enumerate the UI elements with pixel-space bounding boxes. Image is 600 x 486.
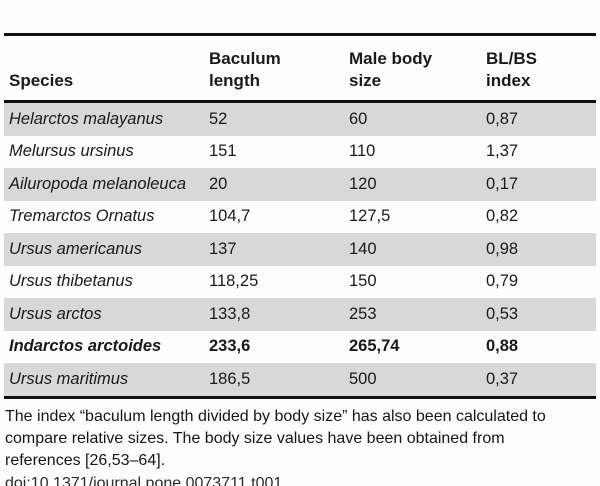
bl-bs-index-cell: 0,82 — [486, 207, 519, 226]
bl-bs-index-cell: 0,87 — [486, 109, 519, 128]
bl-bs-index-cell: 0,79 — [486, 272, 519, 291]
male-body-size-cell: 110 — [349, 142, 376, 161]
bl-bs-index-cell: 0,53 — [486, 304, 519, 323]
male-body-size-cell: 60 — [349, 109, 368, 128]
doi-line: doi:10.1371/journal.pone.0073711.t001 — [5, 474, 283, 486]
table-footnote: The index “baculum length divided by bod… — [5, 407, 546, 469]
table-row: Tremarctos Ornatus 104,7 127,5 0,82 — [4, 201, 596, 234]
table-header-row: Species Baculum length Male body size BL… — [4, 33, 596, 103]
bl-bs-index-cell: 0,17 — [486, 174, 519, 193]
species-cell: Indarctos arctoides — [9, 337, 162, 356]
table-row: Ursus maritimus 186,5 500 0,37 — [4, 363, 596, 396]
species-cell: Melursus ursinus — [9, 142, 134, 161]
baculum-length-cell: 233,6 — [209, 337, 251, 356]
species-cell: Ursus americanus — [9, 239, 142, 258]
bl-bs-index-cell: 0,37 — [486, 369, 519, 388]
male-body-size-cell: 500 — [349, 369, 377, 388]
table-row: Ailuropoda melanoleuca 20 120 0,17 — [4, 168, 596, 201]
male-body-size-cell: 150 — [349, 272, 377, 291]
table-row: Ursus arctos 133,8 253 0,53 — [4, 298, 596, 331]
male-body-size-cell: 140 — [349, 239, 377, 258]
table-row: Melursus ursinus 151 110 1,37 — [4, 136, 596, 169]
table-row-highlighted: Indarctos arctoides 233,6 265,74 0,88 — [4, 331, 596, 364]
baculum-length-cell: 151 — [209, 142, 237, 161]
species-cell: Helarctos malayanus — [9, 109, 164, 128]
bl-bs-index-cell: 1,37 — [486, 142, 519, 161]
data-table: Species Baculum length Male body size BL… — [4, 33, 596, 399]
male-body-size-cell: 127,5 — [349, 207, 391, 226]
baculum-length-cell: 104,7 — [209, 207, 251, 226]
male-body-size-cell: 120 — [349, 174, 377, 193]
table-row: Helarctos malayanus 52 60 0,87 — [4, 103, 596, 136]
species-cell: Ursus arctos — [9, 304, 102, 323]
table-row: Ursus thibetanus 118,25 150 0,79 — [4, 266, 596, 299]
baculum-length-cell: 52 — [209, 109, 228, 128]
column-header-male-body-size: Male body size — [349, 49, 433, 90]
bl-bs-index-cell: 0,98 — [486, 239, 519, 258]
table-body: Helarctos malayanus 52 60 0,87 Melursus … — [4, 103, 596, 399]
baculum-length-cell: 137 — [209, 239, 237, 258]
baculum-length-cell: 20 — [209, 174, 228, 193]
baculum-length-cell: 186,5 — [209, 369, 251, 388]
baculum-length-cell: 118,25 — [209, 272, 259, 291]
species-cell: Ailuropoda melanoleuca — [9, 174, 187, 193]
species-cell: Tremarctos Ornatus — [9, 207, 155, 226]
male-body-size-cell: 265,74 — [349, 337, 400, 356]
column-header-species: Species — [9, 71, 74, 90]
baculum-length-cell: 133,8 — [209, 304, 251, 323]
column-header-bl-bs-index: BL/BS index — [486, 49, 537, 90]
column-header-baculum-length: Baculum length — [209, 49, 281, 90]
table-row: Ursus americanus 137 140 0,98 — [4, 233, 596, 266]
species-cell: Ursus thibetanus — [9, 272, 133, 291]
bl-bs-index-cell: 0,88 — [486, 337, 519, 356]
table-figure: Species Baculum length Male body size BL… — [0, 33, 600, 486]
male-body-size-cell: 253 — [349, 304, 377, 323]
species-cell: Ursus maritimus — [9, 369, 129, 388]
